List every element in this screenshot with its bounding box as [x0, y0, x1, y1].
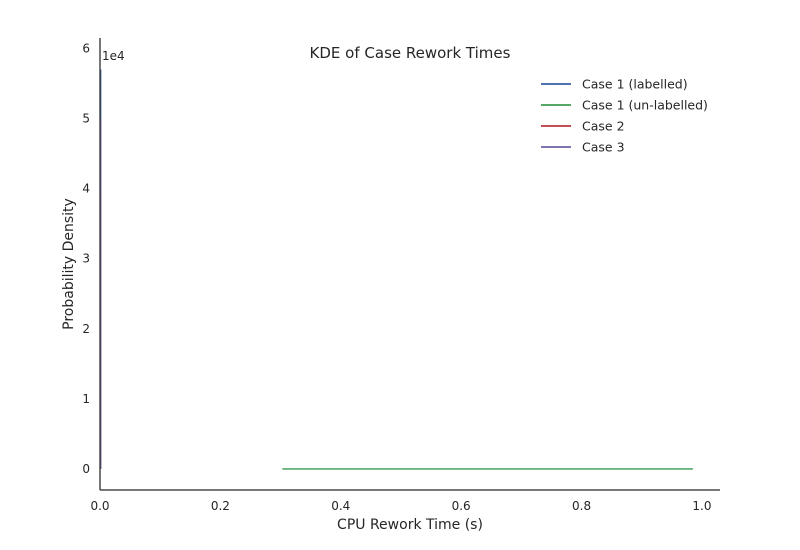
x-axis-ticks: 0.0 0.2 0.4 0.6 0.8 1.0 [90, 499, 711, 513]
legend-label-4: Case 3 [582, 140, 625, 155]
y-axis-label: Probability Density [61, 198, 77, 330]
x-tick-label: 0.0 [90, 499, 109, 513]
x-tick-label: 0.2 [211, 499, 230, 513]
y-tick-label: 0 [82, 462, 90, 476]
y-offset-label: 1e4 [102, 49, 125, 63]
y-tick-label: 2 [82, 322, 90, 336]
x-tick-label: 0.6 [452, 499, 471, 513]
y-tick-label: 1 [82, 392, 90, 406]
y-tick-label: 5 [82, 112, 90, 126]
x-tick-label: 1.0 [692, 499, 711, 513]
y-tick-label: 4 [82, 182, 90, 196]
legend-label-1: Case 1 (labelled) [582, 77, 688, 92]
x-tick-label: 0.4 [331, 499, 350, 513]
legend: Case 1 (labelled) Case 1 (un-labelled) Cas… [541, 77, 708, 155]
legend-label-3: Case 2 [582, 119, 625, 134]
x-tick-label: 0.8 [572, 499, 591, 513]
chart-title: KDE of Case Rework Times [310, 44, 511, 62]
y-tick-label: 3 [82, 252, 90, 266]
x-axis-label: CPU Rework Time (s) [337, 517, 483, 533]
y-axis-ticks: 0 1 2 3 4 5 6 [82, 42, 90, 476]
y-tick-label: 6 [82, 42, 90, 56]
legend-label-2: Case 1 (un-labelled) [582, 98, 708, 113]
